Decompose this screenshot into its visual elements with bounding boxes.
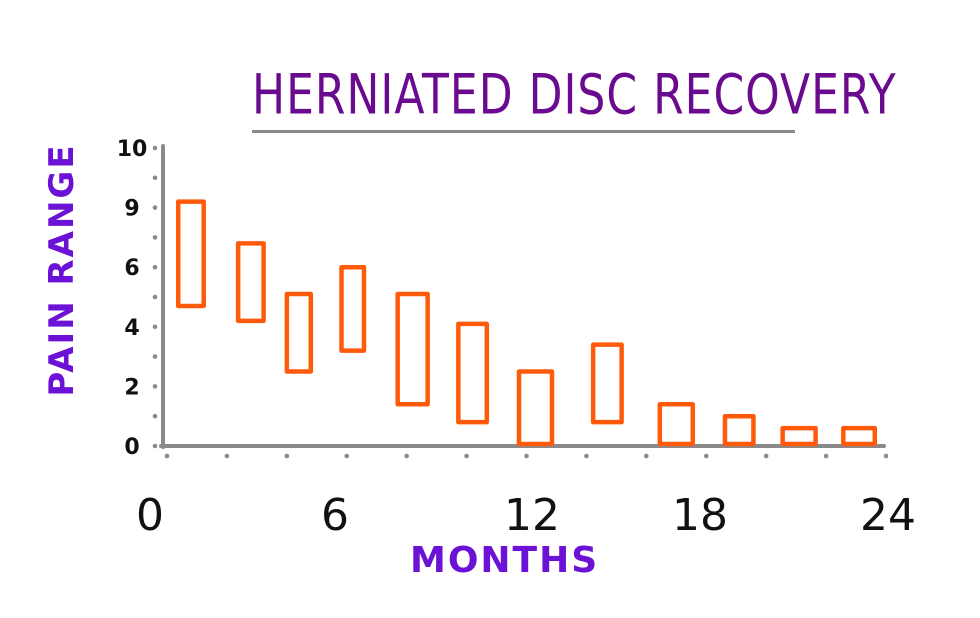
pain-range-box [722, 413, 756, 447]
y-tick-label: 2 [124, 375, 139, 400]
x-tick-dot [284, 453, 290, 459]
pain-range-box [657, 402, 696, 447]
x-tick-label: 12 [504, 490, 560, 541]
title-underline [252, 130, 795, 133]
x-tick-dot [883, 453, 889, 459]
y-tick-label: 4 [124, 316, 139, 341]
y-tick-label: 9 [124, 197, 139, 222]
x-tick-label: 24 [860, 490, 916, 541]
x-tick-label: 0 [136, 490, 164, 541]
y-tick-dot [152, 145, 158, 151]
y-tick-dot [152, 175, 158, 181]
y-tick-dot [152, 324, 158, 330]
pain-range-box [175, 199, 206, 309]
y-tick-dot [152, 264, 158, 270]
x-tick-dot [464, 453, 469, 459]
y-tick-label: 6 [124, 256, 139, 281]
y-tick-dot [152, 384, 158, 389]
y-tick-dot [152, 354, 158, 359]
chart-title: HERNIATED DISC RECOVERY [252, 63, 897, 127]
x-tick-dot [344, 453, 350, 459]
x-tick-label: 18 [672, 490, 728, 541]
x-tick-dot [763, 453, 769, 459]
pain-range-box [590, 342, 624, 425]
pain-range-box [339, 264, 367, 353]
x-tick-dot [164, 453, 170, 459]
x-tick-dot [524, 453, 529, 459]
y-tick-dot [152, 413, 158, 419]
y-tick-dot [152, 205, 158, 210]
x-tick-dot [584, 453, 589, 459]
pain-range-box [516, 369, 555, 447]
pain-range-box [780, 425, 818, 447]
pain-range-box [456, 321, 490, 425]
y-tick-dot [152, 294, 158, 300]
pain-range-box [395, 291, 430, 407]
y-tick-label: 10 [117, 137, 148, 162]
pain-range-box [235, 241, 266, 324]
x-axis-label: MONTHS [410, 540, 600, 581]
y-tick-label: 0 [124, 435, 139, 460]
y-tick-dot [152, 235, 158, 240]
pain-range-box [284, 291, 314, 374]
x-tick-dot [703, 453, 709, 459]
x-tick-label: 6 [321, 490, 349, 541]
x-tick-dot [224, 453, 230, 459]
pain-range-box [841, 425, 878, 447]
x-tick-dot [404, 453, 409, 459]
x-tick-dot [823, 453, 829, 459]
y-tick-dot [152, 443, 158, 449]
x-tick-dot [644, 453, 649, 459]
